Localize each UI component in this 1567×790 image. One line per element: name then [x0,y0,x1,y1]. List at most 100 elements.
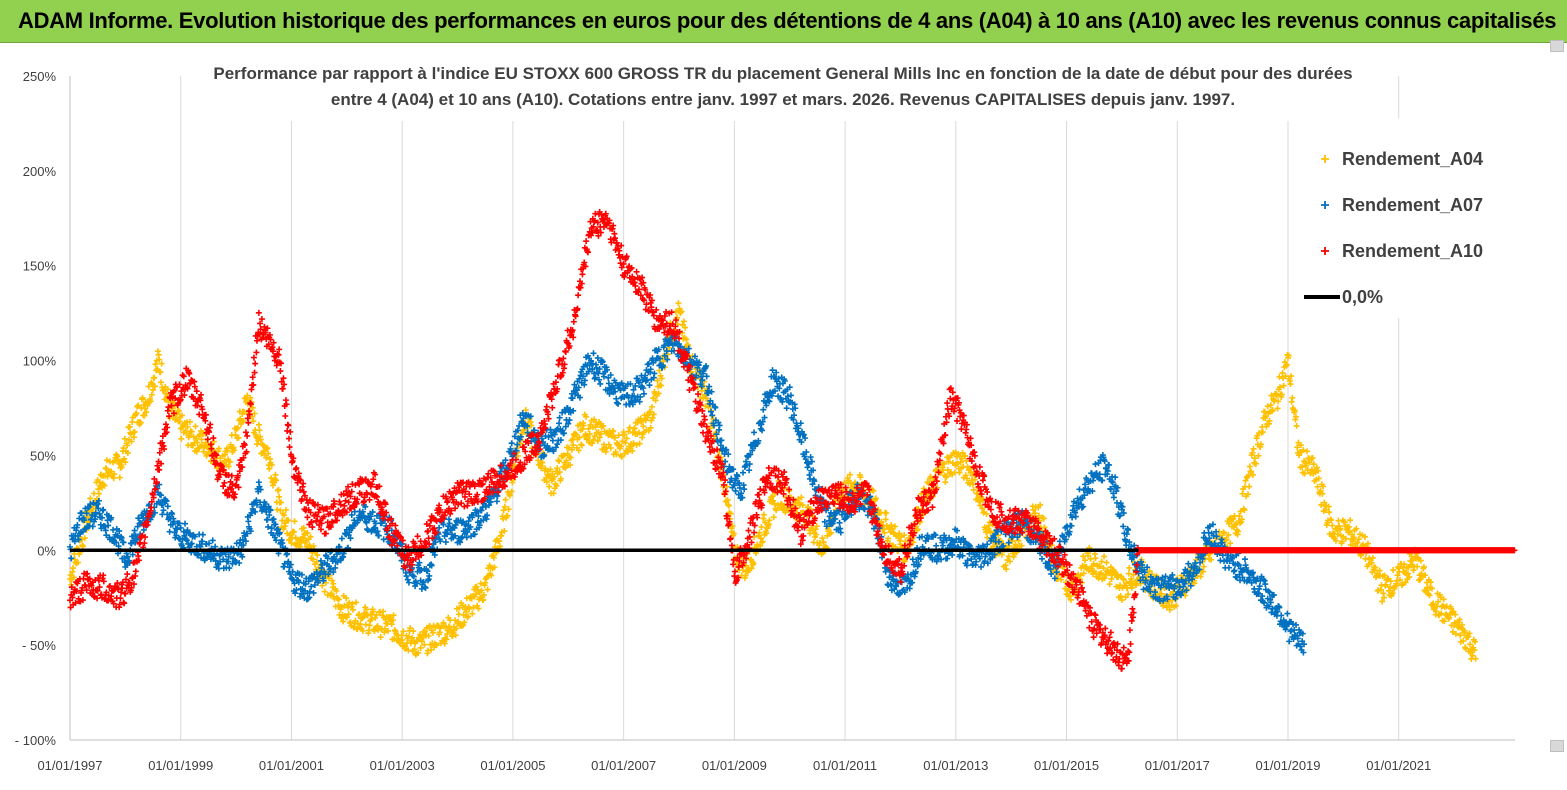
data-point [944,555,951,562]
data-point [1113,583,1120,590]
data-point [1130,571,1137,578]
data-point [404,576,411,583]
data-point [415,649,422,656]
data-point [399,636,406,643]
data-point [847,471,854,478]
data-point [1041,524,1048,531]
data-point [870,487,877,494]
data-point [234,424,241,431]
data-point [268,475,275,482]
data-point [573,431,580,438]
data-point [1125,570,1132,577]
data-point [683,336,690,343]
data-point [583,413,590,420]
data-point [199,531,206,538]
data-point [983,510,990,517]
data-point [901,532,908,539]
data-point [242,429,249,436]
data-point [277,368,284,375]
data-point [257,436,264,443]
data-point [1006,558,1013,565]
data-point [979,505,986,512]
data-point [576,434,583,441]
data-point [145,383,152,390]
data-point [183,430,190,437]
data-point [1146,568,1153,575]
data-point [452,632,459,639]
data-point [247,394,254,401]
data-point [596,434,603,441]
data-point [651,370,658,377]
data-point [623,435,630,442]
data-point [563,457,570,464]
data-point [335,596,342,603]
data-point [475,605,482,612]
data-point [441,640,448,647]
data-point [414,533,421,540]
data-point [1096,563,1103,570]
data-point [363,606,370,613]
data-point [1068,522,1075,529]
data-point [746,467,753,474]
data-point [1082,557,1089,564]
data-point [962,452,969,459]
data-point [502,496,509,503]
x-tick-label: 01/01/1997 [37,758,102,773]
data-point [1125,591,1132,598]
data-point [345,604,352,611]
data-point [466,605,473,612]
x-tick-label: 01/01/2019 [1255,758,1320,773]
data-point [1098,558,1105,565]
data-point [647,424,654,431]
data-point [987,529,994,536]
data-point [281,512,288,519]
data-point [954,460,961,467]
data-point [600,422,607,429]
data-point [496,543,503,550]
data-point [226,458,233,465]
data-point [162,421,169,428]
data-point [198,427,205,434]
data-point [607,445,614,452]
data-point [264,444,271,451]
data-point [812,526,819,533]
data-point [501,528,508,535]
data-point [703,394,710,401]
data-point [458,500,465,507]
data-point [914,526,921,533]
data-point [343,614,350,621]
data-point [341,502,348,509]
data-point [277,507,284,514]
x-tick-label: 01/01/2003 [370,758,435,773]
data-point [624,448,631,455]
data-point [341,602,348,609]
data-point [400,628,407,635]
data-point [184,423,191,430]
data-point [1100,565,1107,572]
data-point [488,572,495,579]
data-point [1098,570,1104,577]
data-point [543,478,550,485]
data-point [857,474,864,481]
data-point [675,300,682,307]
data-point [702,403,709,410]
data-point [343,595,350,602]
data-point [1158,591,1165,598]
data-point [820,539,827,546]
data-point [748,565,755,572]
data-point [1241,556,1248,563]
data-point [150,386,157,393]
data-point [556,458,563,465]
data-point [766,517,773,524]
data-point [417,644,424,651]
data-point [1085,552,1092,559]
data-point [881,529,888,536]
data-point [425,632,432,639]
data-point [750,560,757,567]
data-point [1030,506,1037,513]
data-point [407,625,414,632]
data-point [220,483,227,490]
data-point [1231,567,1238,574]
x-tick-label: 01/01/2011 [813,758,877,773]
data-point [878,518,885,525]
